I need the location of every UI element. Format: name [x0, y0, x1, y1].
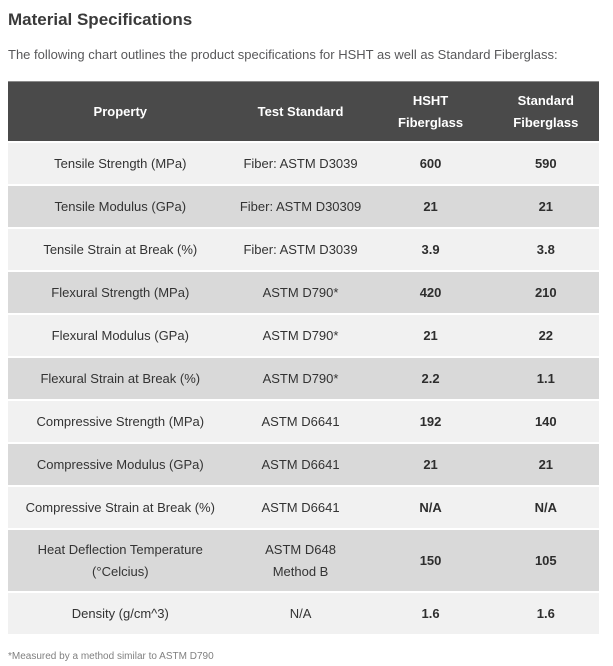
- hsht-value-cell: 3.9: [368, 229, 493, 272]
- intro-text: The following chart outlines the product…: [8, 47, 558, 62]
- header-row: Property Test Standard HSHT Fiberglass S…: [8, 81, 599, 143]
- standard-value-cell: 105: [492, 530, 599, 593]
- header-standard-fiberglass: Standard Fiberglass: [492, 81, 599, 143]
- standard-value-cell: 22: [492, 315, 599, 358]
- hsht-value-cell: 1.6: [368, 593, 493, 636]
- property-cell: Flexural Strain at Break (%): [8, 358, 233, 401]
- standard-value-cell: N/A: [492, 487, 599, 530]
- material-specs-table: Property Test Standard HSHT Fiberglass S…: [8, 81, 599, 636]
- property-cell: Tensile Strain at Break (%): [8, 229, 233, 272]
- hsht-value-cell: N/A: [368, 487, 493, 530]
- standard-value-cell: 140: [492, 401, 599, 444]
- test-standard-cell: ASTM D790*: [232, 358, 369, 401]
- hsht-value-cell: 21: [368, 444, 493, 487]
- table-row: Flexural Modulus (GPa) ASTM D790* 21 22: [8, 315, 599, 358]
- hsht-value-cell: 192: [368, 401, 493, 444]
- test-standard-cell: Fiber: ASTM D3039: [232, 229, 369, 272]
- table-row: Tensile Strain at Break (%) Fiber: ASTM …: [8, 229, 599, 272]
- table-body: Tensile Strength (MPa) Fiber: ASTM D3039…: [8, 143, 599, 636]
- table-header: Property Test Standard HSHT Fiberglass S…: [8, 81, 599, 143]
- standard-value-cell: 1.6: [492, 593, 599, 636]
- hsht-value-cell: 21: [368, 315, 493, 358]
- table-row: Tensile Modulus (GPa) Fiber: ASTM D30309…: [8, 186, 599, 229]
- standard-value-cell: 1.1: [492, 358, 599, 401]
- standard-value-cell: 210: [492, 272, 599, 315]
- standard-value-cell: 590: [492, 143, 599, 186]
- property-cell: Tensile Modulus (GPa): [8, 186, 233, 229]
- property-cell: Heat Deflection Temperature (°Celcius): [8, 530, 233, 593]
- property-cell: Flexural Modulus (GPa): [8, 315, 233, 358]
- table-row: Tensile Strength (MPa) Fiber: ASTM D3039…: [8, 143, 599, 186]
- test-standard-cell: N/A: [232, 593, 369, 636]
- test-standard-cell: ASTM D6641: [232, 444, 369, 487]
- table-row: Heat Deflection Temperature (°Celcius) A…: [8, 530, 599, 593]
- hsht-value-cell: 420: [368, 272, 493, 315]
- header-property: Property: [8, 81, 233, 143]
- table-row: Density (g/cm^3) N/A 1.6 1.6: [8, 593, 599, 636]
- table-row: Flexural Strain at Break (%) ASTM D790* …: [8, 358, 599, 401]
- hsht-value-cell: 600: [368, 143, 493, 186]
- hsht-value-cell: 21: [368, 186, 493, 229]
- test-standard-cell: ASTM D6641: [232, 487, 369, 530]
- table-row: Compressive Strain at Break (%) ASTM D66…: [8, 487, 599, 530]
- test-standard-cell: Fiber: ASTM D30309: [232, 186, 369, 229]
- table-row: Flexural Strength (MPa) ASTM D790* 420 2…: [8, 272, 599, 315]
- property-cell: Tensile Strength (MPa): [8, 143, 233, 186]
- standard-value-cell: 21: [492, 444, 599, 487]
- test-standard-cell: ASTM D790*: [232, 315, 369, 358]
- header-hsht-fiberglass: HSHT Fiberglass: [368, 81, 493, 143]
- footnote-text: *Measured by a method similar to ASTM D7…: [8, 651, 214, 662]
- standard-value-cell: 21: [492, 186, 599, 229]
- test-standard-cell: ASTM D6641: [232, 401, 369, 444]
- hsht-value-cell: 2.2: [368, 358, 493, 401]
- table-row: Compressive Strength (MPa) ASTM D6641 19…: [8, 401, 599, 444]
- property-cell: Compressive Strength (MPa): [8, 401, 233, 444]
- property-cell: Density (g/cm^3): [8, 593, 233, 636]
- standard-value-cell: 3.8: [492, 229, 599, 272]
- hsht-value-cell: 150: [368, 530, 493, 593]
- header-test-standard: Test Standard: [232, 81, 369, 143]
- test-standard-cell: ASTM D648 Method B: [232, 530, 369, 593]
- table-row: Compressive Modulus (GPa) ASTM D6641 21 …: [8, 444, 599, 487]
- page-title: Material Specifications: [8, 10, 193, 29]
- property-cell: Flexural Strength (MPa): [8, 272, 233, 315]
- test-standard-cell: Fiber: ASTM D3039: [232, 143, 369, 186]
- property-cell: Compressive Strain at Break (%): [8, 487, 233, 530]
- test-standard-cell: ASTM D790*: [232, 272, 369, 315]
- property-cell: Compressive Modulus (GPa): [8, 444, 233, 487]
